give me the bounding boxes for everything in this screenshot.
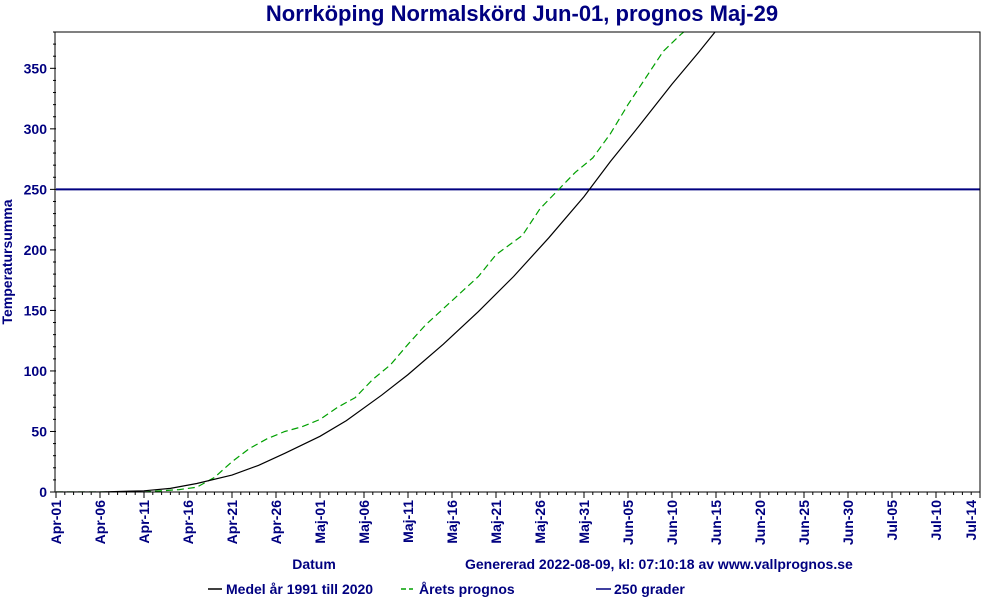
x-tick-label: Apr-16 xyxy=(180,500,196,545)
x-tick-label: Maj-11 xyxy=(400,500,416,543)
x-tick-label: Maj-26 xyxy=(532,500,548,544)
x-tick-label: Maj-21 xyxy=(488,500,504,544)
y-tick-label: 100 xyxy=(24,363,48,379)
legend-label-arets-prognos: Årets prognos xyxy=(419,581,515,597)
y-tick-label: 50 xyxy=(31,423,47,439)
generated-text: Genererad 2022-08-09, kl: 07:10:18 av ww… xyxy=(465,556,853,572)
x-tick-label: Apr-11 xyxy=(136,500,152,544)
x-tick-label: Apr-06 xyxy=(92,500,108,545)
y-tick-label: 200 xyxy=(24,242,48,258)
x-axis-label: Datum xyxy=(292,556,336,572)
y-tick-label: 250 xyxy=(24,181,48,197)
x-tick-label: Maj-16 xyxy=(444,500,460,544)
plot-frame xyxy=(54,31,981,493)
x-tick-label: Jul-14 xyxy=(963,500,979,541)
chart-title: Norrköping Normalskörd Jun-01, prognos M… xyxy=(266,1,778,26)
series-line-medel xyxy=(56,32,716,492)
x-tick-label: Jun-15 xyxy=(708,500,724,545)
x-tick-label: Maj-31 xyxy=(576,500,592,544)
x-tick-label: Maj-01 xyxy=(312,500,328,544)
legend-label-medel: Medel år 1991 till 2020 xyxy=(226,581,373,597)
x-tick-label: Jun-20 xyxy=(752,500,768,545)
x-tick-label: Jun-30 xyxy=(840,500,856,545)
plot-lines xyxy=(56,32,980,492)
x-tick-label: Jun-05 xyxy=(620,500,636,545)
x-tick-label: Maj-06 xyxy=(356,500,372,544)
x-tick-label: Jun-10 xyxy=(664,500,680,545)
y-tick-label: 350 xyxy=(24,60,48,76)
x-tick-label: Apr-26 xyxy=(268,500,284,545)
legend-label-250-grader: 250 grader xyxy=(614,581,685,597)
x-tick-label: Jul-05 xyxy=(884,500,900,541)
series-line-arets-prognos xyxy=(56,32,685,492)
y-tick-label: 300 xyxy=(24,121,48,137)
x-tick-label: Jul-10 xyxy=(928,500,944,541)
x-tick-label: Apr-01 xyxy=(48,500,64,545)
x-tick-label: Apr-21 xyxy=(224,500,240,545)
y-tick-label: 0 xyxy=(39,484,47,500)
x-tick-label: Jun-25 xyxy=(796,500,812,545)
x-axis: Apr-01 Apr-06 Apr-11 Apr-16 Apr-21 Apr-26 Maj-… xyxy=(48,492,981,545)
legend: Medel år 1991 till 2020 Årets prognos 25… xyxy=(208,581,685,597)
y-axis-label: Temperatursumma xyxy=(0,199,15,324)
y-tick-label: 150 xyxy=(24,302,48,318)
